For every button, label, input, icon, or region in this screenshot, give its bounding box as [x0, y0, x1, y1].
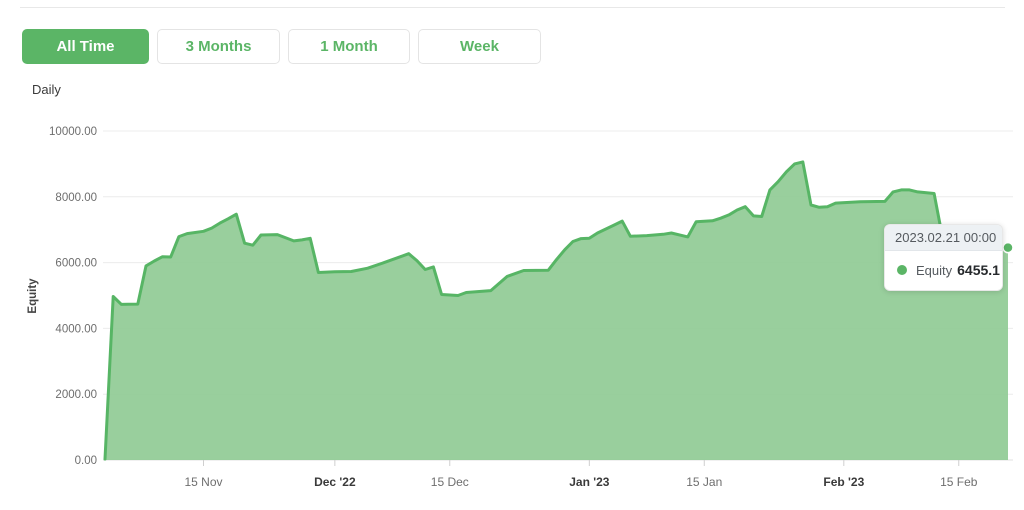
- y-axis-title: Equity: [27, 278, 39, 314]
- y-tick-label: 0.00: [75, 455, 97, 467]
- x-tick-label: 15 Dec: [431, 475, 469, 489]
- x-tick-label: Jan '23: [569, 475, 610, 489]
- tooltip-date: 2023.02.21 00:00: [885, 225, 1002, 251]
- time-filter-group: All Time 3 Months 1 Month Week: [22, 29, 541, 64]
- filter-button-week[interactable]: Week: [418, 29, 541, 64]
- x-tick-label: 15 Feb: [940, 475, 978, 489]
- x-tick-label: Feb '23: [823, 475, 864, 489]
- top-divider: [20, 7, 1005, 8]
- equity-area-chart-canvas[interactable]: 10000.00 8000.00 6000.00 4000.00 2000.00 0.00…: [0, 100, 1024, 510]
- y-tick-label: 4000.00: [55, 323, 97, 335]
- chart-tooltip: 2023.02.21 00:00 Equity 6455.1: [884, 224, 1003, 291]
- equity-chart: 10000.00 8000.00 6000.00 4000.00 2000.00 0.00…: [0, 100, 1024, 510]
- filter-button-all-time[interactable]: All Time: [22, 29, 149, 64]
- filter-button-3-months[interactable]: 3 Months: [157, 29, 280, 64]
- x-tick-label: Dec '22: [314, 475, 356, 489]
- equity-line: [103, 160, 1010, 461]
- tooltip-series-label: Equity: [916, 262, 953, 278]
- y-tick-label: 10000.00: [49, 126, 97, 138]
- period-label: Daily: [32, 82, 61, 97]
- equity-series-dot-icon: [897, 265, 907, 275]
- x-tick-label: 15 Jan: [686, 475, 722, 489]
- equity-area: [105, 161, 1008, 460]
- filter-button-1-month[interactable]: 1 Month: [288, 29, 410, 64]
- y-tick-label: 2000.00: [55, 389, 97, 401]
- y-tick-label: 8000.00: [55, 192, 97, 204]
- tooltip-value: 6455.1: [957, 262, 1000, 278]
- y-tick-label: 6000.00: [55, 258, 97, 270]
- hovered-point-marker: [1002, 241, 1014, 254]
- x-tick-label: 15 Nov: [184, 475, 222, 489]
- tooltip-body: Equity 6455.1: [885, 251, 1002, 290]
